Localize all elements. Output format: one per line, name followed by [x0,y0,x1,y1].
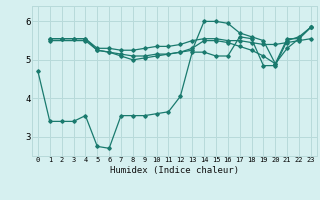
X-axis label: Humidex (Indice chaleur): Humidex (Indice chaleur) [110,166,239,175]
